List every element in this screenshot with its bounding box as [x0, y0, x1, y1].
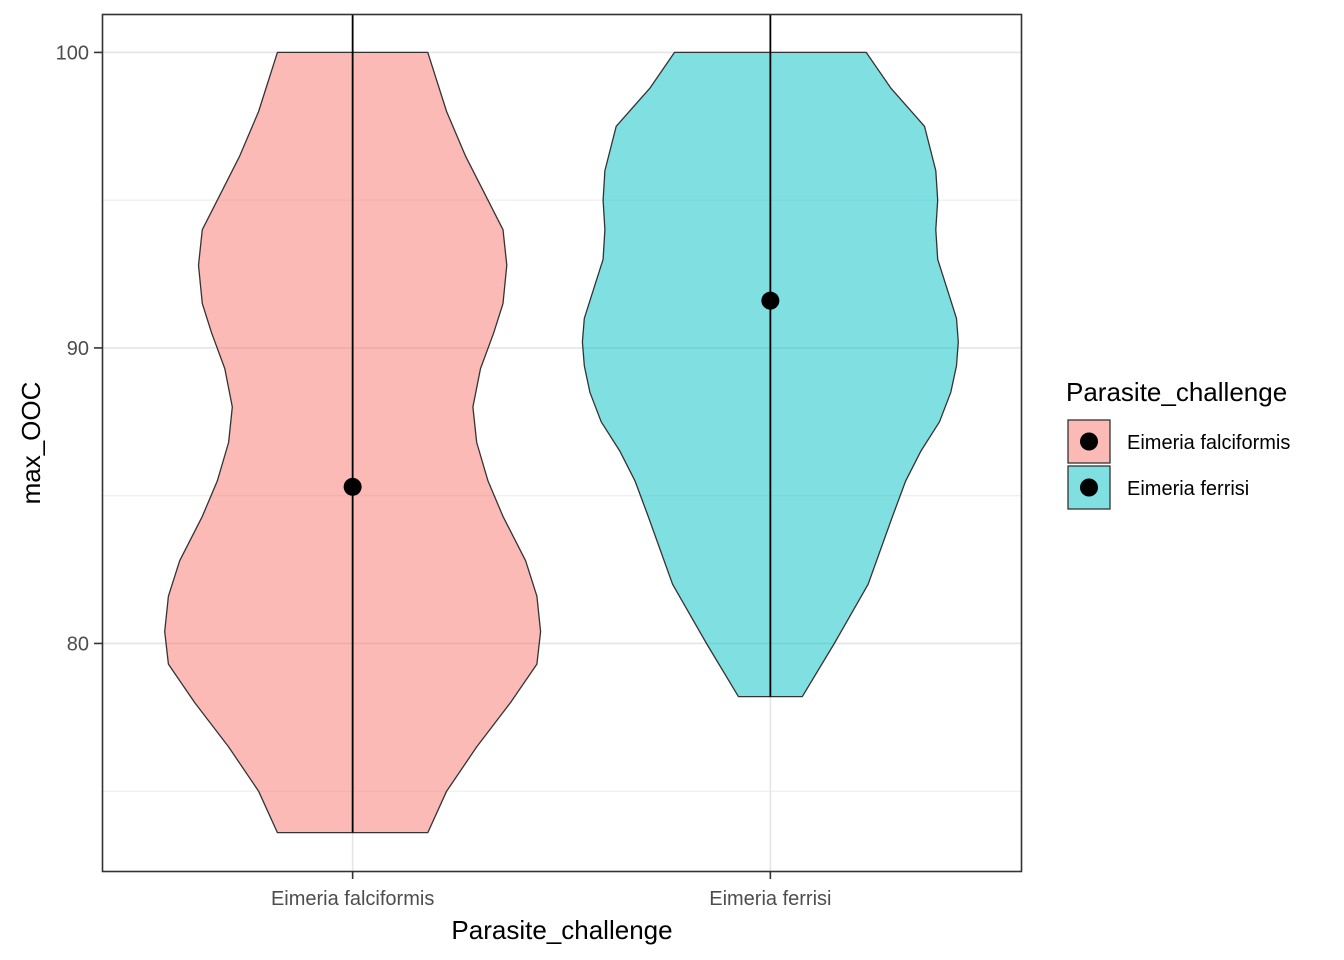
y-tick-label: 100 — [56, 42, 89, 64]
legend-title: Parasite_challenge — [1066, 377, 1287, 407]
x-axis-title: Parasite_challenge — [451, 915, 672, 945]
axes: 80 90 100 Eimeria falciformis Eimeria ferris… — [56, 42, 832, 910]
legend-key-point — [1080, 478, 1098, 497]
legend-key-point — [1080, 432, 1098, 451]
y-axis-title: max_OOC — [16, 382, 46, 505]
violins — [164, 14, 959, 834]
median-point — [343, 477, 362, 496]
plot-panel-border — [101, 13, 1023, 873]
y-tick-label: 80 — [67, 633, 89, 655]
legend-label: Eimeria falciformis — [1127, 432, 1290, 454]
median-point — [761, 291, 780, 310]
legend: Parasite_challenge Eimeria falciformisEi… — [1066, 377, 1290, 510]
x-tick-label: Eimeria ferrisi — [709, 888, 831, 910]
x-tick-label: Eimeria falciformis — [271, 888, 434, 910]
legend-label: Eimeria ferrisi — [1127, 478, 1249, 500]
legend-entries: Eimeria falciformis Eimeria ferrisi — [1067, 419, 1290, 510]
y-tick-label: 90 — [67, 338, 89, 360]
